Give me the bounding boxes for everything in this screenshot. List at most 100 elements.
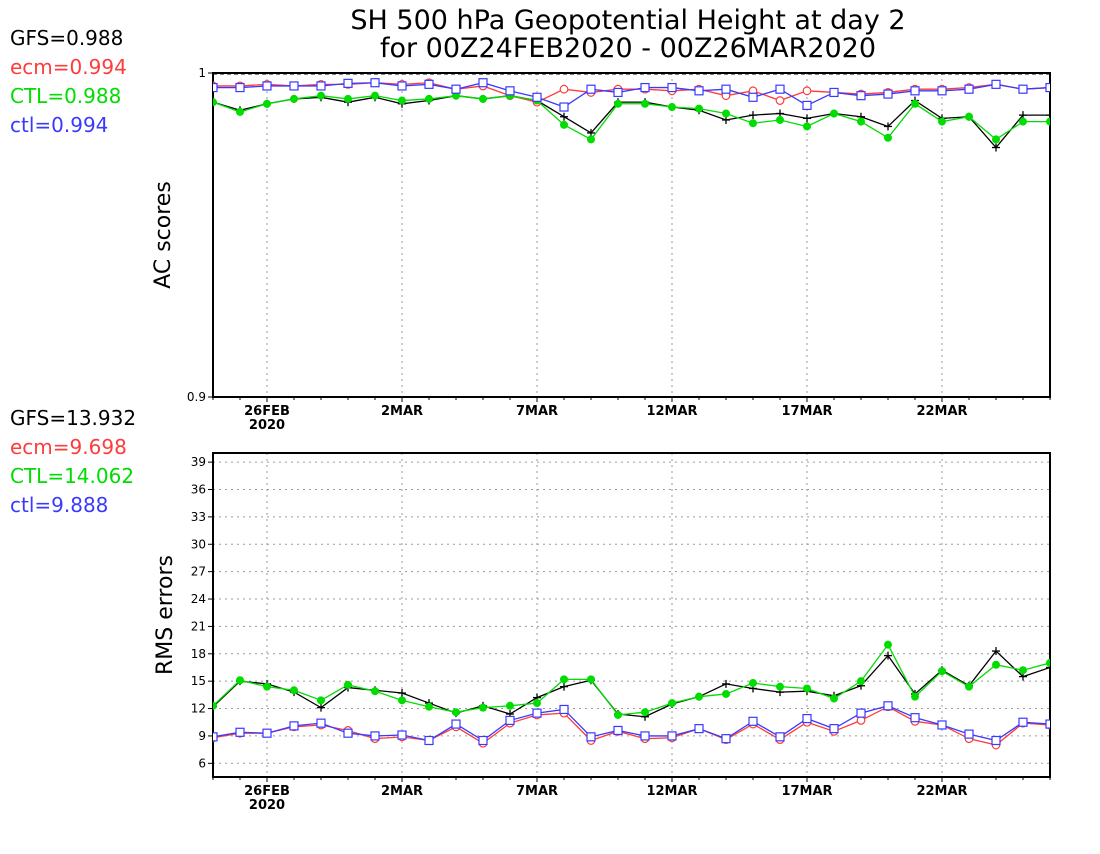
data-point-GFS (884, 651, 892, 660)
data-point-CTL (235, 676, 244, 685)
data-point-CTL (289, 686, 298, 695)
legend-entry: ecm=9.698 (10, 435, 127, 459)
chart-title-line2: for 00Z24FEB2020 - 00Z26MAR2020 (380, 33, 876, 64)
data-point-ctl (1045, 82, 1050, 93)
data-point-ctl (883, 701, 893, 711)
x-tick-label: 7MAR (516, 404, 558, 419)
data-point-ctl (937, 720, 947, 730)
data-point-GFS (884, 122, 892, 131)
data-point-CTL (749, 119, 758, 128)
data-point-CTL (213, 701, 217, 710)
data-point-ctl (289, 721, 299, 731)
data-point-ctl (964, 729, 974, 739)
data-point-ctl (262, 728, 272, 738)
data-point-CTL (884, 133, 893, 142)
y-tick-label: 27 (191, 565, 206, 579)
data-point-CTL (560, 120, 569, 129)
data-point-ctl (856, 91, 866, 101)
data-point-ctl (910, 713, 920, 723)
x-tick-label: 17MAR (781, 784, 832, 799)
data-point-ctl (991, 735, 1001, 746)
series-line-CTL (213, 95, 1050, 141)
data-point-ctl (964, 84, 974, 94)
legend-entry: ecm=0.994 (10, 55, 127, 79)
data-point-CTL (668, 103, 677, 112)
legend-entry: CTL=14.062 (10, 464, 134, 488)
data-point-CTL (830, 109, 839, 118)
data-point-CTL (289, 94, 298, 103)
data-point-ctl (586, 84, 596, 94)
data-point-CTL (1046, 658, 1050, 667)
x-tick-label: 26FEB (244, 784, 290, 799)
y-tick-label: 33 (191, 510, 206, 524)
data-point-ctl (316, 81, 326, 91)
data-point-CTL (641, 708, 650, 717)
y-tick-label: 36 (191, 483, 206, 497)
data-point-ctl (748, 92, 758, 102)
data-point-CTL (641, 99, 650, 108)
data-point-ctl (424, 79, 434, 89)
data-point-CTL (424, 94, 433, 103)
data-point-ctl (586, 732, 596, 742)
legend-entry: GFS=13.932 (10, 406, 136, 430)
data-point-ctl (748, 716, 758, 726)
y-tick-label: 24 (191, 592, 206, 606)
data-point-CTL (370, 91, 379, 100)
data-point-ctl (478, 78, 488, 88)
x-tick-label: 12MAR (646, 784, 697, 799)
y-axis-label: RMS errors (153, 555, 178, 675)
x-tick-sublabel: 2020 (249, 418, 285, 433)
data-point-ctl (235, 727, 245, 737)
data-point-ctl (316, 718, 326, 728)
data-point-CTL (478, 703, 487, 712)
data-point-CTL (370, 687, 379, 696)
y-tick-label: 21 (191, 619, 206, 633)
data-point-GFS (749, 111, 757, 120)
data-point-CTL (587, 675, 596, 684)
x-tick-label: 7MAR (516, 784, 558, 799)
data-point-ctl (694, 86, 704, 96)
data-point-CTL (938, 117, 947, 126)
data-point-ctl (1045, 719, 1050, 729)
data-point-ecm (559, 84, 569, 94)
data-point-ctl (802, 100, 812, 111)
series-line-ecm (213, 82, 1050, 103)
y-tick-label: 9 (198, 729, 206, 743)
x-tick-label: 17MAR (781, 404, 832, 419)
data-point-CTL (262, 99, 271, 108)
data-point-CTL (803, 684, 812, 693)
y-tick-label: 12 (191, 702, 206, 716)
data-point-CTL (1019, 666, 1028, 675)
data-point-ctl (883, 89, 893, 99)
data-point-ctl (451, 84, 461, 94)
data-point-GFS (1046, 663, 1050, 672)
data-point-ctl (721, 84, 731, 94)
data-point-CTL (668, 699, 677, 708)
data-point-ctl (775, 732, 785, 742)
data-point-ctl (937, 86, 947, 96)
data-point-ctl (613, 725, 623, 736)
data-point-CTL (1046, 117, 1050, 126)
data-point-GFS (992, 647, 1000, 656)
data-point-ctl (397, 81, 407, 91)
data-point-CTL (614, 99, 623, 108)
data-point-CTL (560, 675, 569, 684)
data-point-CTL (965, 682, 974, 691)
data-point-ctl (694, 724, 704, 734)
x-tick-sublabel: 2020 (249, 798, 285, 813)
data-point-GFS (803, 114, 811, 123)
data-point-GFS (317, 703, 325, 712)
data-point-ecm (775, 96, 785, 105)
y-tick-label: 30 (191, 537, 206, 551)
data-point-CTL (451, 708, 460, 717)
data-point-ctl (667, 731, 677, 741)
y-tick-label: 1 (198, 66, 206, 80)
data-point-CTL (478, 94, 487, 103)
data-point-ctl (829, 87, 839, 98)
data-point-ctl (613, 87, 623, 98)
data-point-CTL (397, 696, 406, 705)
data-point-ecm (856, 716, 866, 725)
